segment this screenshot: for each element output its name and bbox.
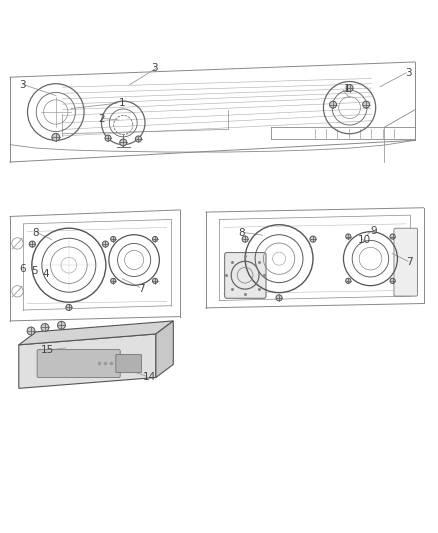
Text: 1: 1 xyxy=(343,84,350,94)
Circle shape xyxy=(346,278,351,284)
Text: 8: 8 xyxy=(32,228,39,238)
Circle shape xyxy=(346,85,353,92)
Circle shape xyxy=(346,234,351,239)
Text: 5: 5 xyxy=(31,266,38,276)
Text: 8: 8 xyxy=(239,228,245,238)
Circle shape xyxy=(120,139,127,146)
Text: 2: 2 xyxy=(98,114,105,124)
Circle shape xyxy=(110,237,116,241)
Text: 3: 3 xyxy=(151,63,157,74)
Text: 3: 3 xyxy=(405,68,412,78)
Circle shape xyxy=(276,295,282,301)
FancyBboxPatch shape xyxy=(37,350,120,377)
Polygon shape xyxy=(19,321,173,345)
Circle shape xyxy=(29,241,35,247)
Text: 7: 7 xyxy=(138,284,144,294)
Circle shape xyxy=(310,236,316,242)
Circle shape xyxy=(57,321,65,329)
FancyBboxPatch shape xyxy=(225,253,266,298)
Circle shape xyxy=(152,237,158,241)
Circle shape xyxy=(329,101,336,108)
Text: 14: 14 xyxy=(143,372,156,382)
Text: 7: 7 xyxy=(406,257,413,267)
Circle shape xyxy=(152,278,158,284)
Circle shape xyxy=(390,278,395,284)
Circle shape xyxy=(27,327,35,335)
Circle shape xyxy=(242,236,248,242)
Circle shape xyxy=(390,234,395,239)
Circle shape xyxy=(52,133,60,141)
Text: 1: 1 xyxy=(119,98,126,108)
Circle shape xyxy=(363,101,370,108)
Text: 4: 4 xyxy=(42,269,49,279)
Circle shape xyxy=(105,135,111,141)
Text: 3: 3 xyxy=(19,79,25,90)
Circle shape xyxy=(110,278,116,284)
Circle shape xyxy=(102,241,109,247)
FancyBboxPatch shape xyxy=(394,228,417,296)
Circle shape xyxy=(66,304,72,310)
Circle shape xyxy=(135,136,141,142)
FancyBboxPatch shape xyxy=(116,354,141,373)
Text: 6: 6 xyxy=(20,264,26,273)
Polygon shape xyxy=(19,334,156,389)
Circle shape xyxy=(41,324,49,332)
Text: 15: 15 xyxy=(41,345,54,356)
Text: 9: 9 xyxy=(371,226,377,236)
Text: 10: 10 xyxy=(357,235,371,245)
Polygon shape xyxy=(156,321,173,377)
